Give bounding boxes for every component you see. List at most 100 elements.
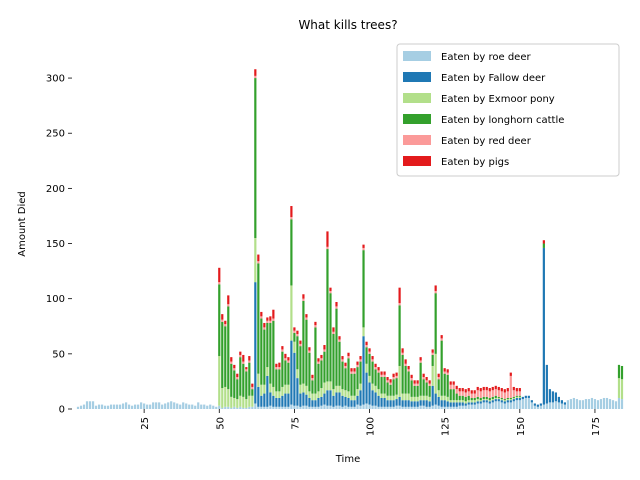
x-tick-label: 125 xyxy=(441,417,452,436)
bar-segment xyxy=(344,405,347,409)
bar-segment xyxy=(425,406,428,409)
bar-segment xyxy=(518,395,521,397)
bar-segment xyxy=(380,393,383,398)
bar-segment xyxy=(506,397,509,400)
bar-segment xyxy=(314,325,317,328)
bar-segment xyxy=(103,405,107,409)
bar-segment xyxy=(434,393,437,405)
bar-segment xyxy=(437,377,440,380)
bar-segment xyxy=(242,361,245,364)
bar-segment xyxy=(368,353,371,376)
bar-segment xyxy=(377,406,380,409)
bar-segment xyxy=(515,397,518,401)
bar-segment xyxy=(437,373,440,378)
bar-segment xyxy=(326,231,329,247)
bar-segment xyxy=(464,405,467,409)
bar-segment xyxy=(548,402,551,409)
bar-segment xyxy=(410,378,413,381)
bar-segment xyxy=(392,400,395,407)
x-axis-label: Time xyxy=(335,454,360,465)
bar-segment xyxy=(452,400,455,403)
bar-segment xyxy=(437,405,440,409)
bar-segment xyxy=(350,371,353,374)
bar-segment xyxy=(371,356,374,360)
bar-segment xyxy=(362,247,365,251)
bar-segment xyxy=(374,392,377,406)
chart-title: What kills trees? xyxy=(298,18,397,32)
bar-segment xyxy=(311,380,314,394)
bar-segment xyxy=(272,386,275,396)
bar-segment xyxy=(473,404,476,409)
bar-segment xyxy=(518,396,521,398)
x-tick-label: 150 xyxy=(516,417,527,436)
bar-segment xyxy=(392,373,395,378)
bar-segment xyxy=(320,358,323,361)
bar-segment xyxy=(446,406,449,409)
bar-segment xyxy=(305,405,308,409)
bar-segment xyxy=(329,293,332,382)
bar-segment xyxy=(302,294,305,299)
bar-segment xyxy=(248,395,251,407)
bar-segment xyxy=(266,375,269,407)
bar-segment xyxy=(563,402,566,405)
bar-segment xyxy=(515,396,518,398)
bar-segment xyxy=(383,397,386,407)
bar-segment xyxy=(320,360,323,389)
bar-segment xyxy=(449,402,452,407)
bar-segment xyxy=(140,402,143,409)
bar-segment xyxy=(314,327,317,394)
bar-segment xyxy=(200,404,203,409)
bar-segment xyxy=(401,406,404,409)
bar-segment xyxy=(476,399,479,402)
bar-segment xyxy=(374,369,377,386)
bar-segment xyxy=(410,380,413,397)
bar-segment xyxy=(233,406,236,409)
bar-segment xyxy=(479,400,482,402)
bar-segment xyxy=(419,362,422,396)
bar-segment xyxy=(224,386,227,407)
bar-segment xyxy=(413,406,416,409)
bar-segment xyxy=(383,406,386,409)
bar-segment xyxy=(473,397,476,401)
bar-segment xyxy=(290,217,293,220)
bar-segment xyxy=(461,400,464,403)
bar-segment xyxy=(482,399,485,401)
bar-segment xyxy=(311,374,314,379)
bar-segment xyxy=(308,352,311,392)
bar-segment xyxy=(455,385,458,390)
bar-segment xyxy=(455,402,458,407)
bar-segment xyxy=(377,372,380,390)
bar-segment xyxy=(416,406,419,409)
bar-segment xyxy=(506,388,509,392)
bar-segment xyxy=(170,401,173,409)
bar-segment xyxy=(518,400,521,409)
bar-segment xyxy=(599,399,603,409)
bar-segment xyxy=(497,399,500,402)
bar-segment xyxy=(422,373,425,378)
legend-label: Eaten by Fallow deer xyxy=(441,73,546,84)
bar-segment xyxy=(338,385,341,393)
bar-segment xyxy=(338,392,341,406)
bar-segment xyxy=(287,362,290,385)
bar-segment xyxy=(374,367,377,370)
bar-segment xyxy=(473,393,476,398)
bar-segment xyxy=(221,314,224,320)
bar-segment xyxy=(491,399,494,401)
bar-segment xyxy=(611,400,615,409)
bar-segment xyxy=(326,249,329,382)
bar-segment xyxy=(227,406,230,409)
legend-label: Eaten by longhorn cattle xyxy=(441,115,564,126)
bar-segment xyxy=(131,405,134,409)
bar-segment xyxy=(536,406,539,409)
bar-segment xyxy=(242,354,245,362)
bar-segment xyxy=(278,397,281,407)
bar-segment xyxy=(356,389,359,396)
bar-segment xyxy=(389,406,392,409)
bar-segment xyxy=(428,383,431,386)
bar-segment xyxy=(146,404,149,409)
bar-segment xyxy=(386,382,389,396)
bar-segment xyxy=(545,364,548,404)
bar-segment xyxy=(479,401,482,404)
bar-segment xyxy=(587,399,591,409)
bar-segment xyxy=(329,390,332,406)
